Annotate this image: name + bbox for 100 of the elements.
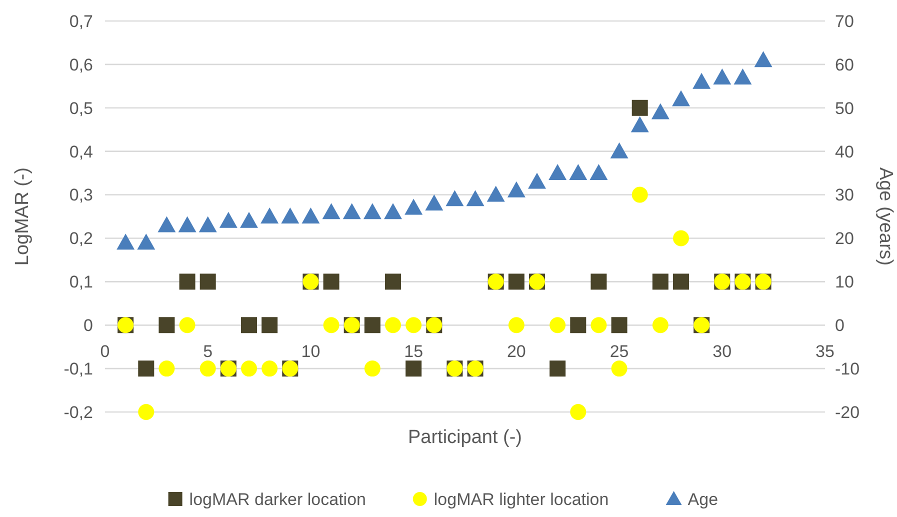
legend-label: logMAR darker location [189,490,366,509]
y-tick-label: 0,7 [69,12,93,31]
point [281,208,300,224]
point [302,208,320,224]
point [138,360,154,377]
y2-tick-label: 50 [835,98,854,118]
point [323,317,340,334]
point [158,216,176,232]
point [260,208,279,224]
point [632,100,648,116]
point [342,203,361,220]
point [673,274,689,290]
point [406,360,422,377]
point [508,317,524,334]
point [158,360,175,377]
point [590,164,608,180]
y-tick-label: 0,3 [69,186,93,205]
point [734,68,752,84]
point [240,212,258,228]
point [241,317,257,334]
x-tick-label: 30 [712,342,732,362]
point [262,360,278,377]
point [364,360,380,377]
point [632,186,648,203]
point [550,317,566,334]
legend-label: logMAR lighter location [434,490,609,509]
y2-tick-label: 10 [835,272,854,292]
point [652,274,668,290]
point [262,317,278,334]
point [384,203,402,220]
y-tick-label: 0,5 [69,98,93,118]
x-tick-label: 10 [301,342,320,362]
point [611,360,628,377]
y2-tick-label: 20 [835,229,854,248]
point [630,116,649,132]
point [548,164,567,180]
y-tick-label: -0,1 [64,360,93,379]
x-tick-label: 25 [610,342,629,362]
y2-tick-label: -10 [835,360,860,379]
point [179,317,196,334]
point [138,404,154,420]
point [692,72,711,89]
y-axis-title: LogMAR (-) [12,167,33,266]
y2-axis-title: Age (years) [875,167,896,266]
point [713,68,732,84]
point [528,172,546,189]
point [425,194,444,210]
y-tick-label: 0 [84,316,93,336]
point [590,317,607,334]
point [569,164,588,180]
point [610,142,628,158]
point [754,51,772,68]
y2-tick-label: -20 [835,402,860,422]
y-tick-label: 0,4 [69,142,93,162]
point [137,234,156,250]
point [406,317,422,334]
y-tick-label: 0,2 [69,229,93,248]
point [363,203,382,220]
point [178,216,196,232]
point [673,230,689,246]
y2-tick-label: 0 [835,316,844,336]
y-tick-label: -0,2 [64,402,93,422]
point [179,274,196,290]
x-tick-label: 5 [203,342,213,362]
point [200,274,216,290]
point [200,360,216,377]
y-tick-label: 0,1 [69,272,93,292]
point [550,360,566,377]
point [508,274,524,290]
point [466,190,484,206]
y2-tick-label: 40 [835,142,854,162]
point [158,317,175,334]
point [611,317,628,334]
y2-tick-label: 60 [835,55,854,74]
point [486,186,505,202]
legend-label: Age [688,490,718,509]
point [507,181,526,198]
point [590,274,607,290]
point [385,274,401,290]
y2-tick-label: 70 [835,12,854,31]
y-tick-label: 0,6 [69,55,93,74]
x-tick-label: 15 [404,342,424,362]
point [385,317,401,334]
point [219,212,238,228]
point [651,103,670,120]
point [198,216,217,232]
point [652,317,668,334]
point [672,90,690,106]
point [322,203,340,220]
point [364,317,380,334]
x-tick-label: 0 [100,342,110,362]
x-axis-title: Participant (-) [408,427,522,448]
point [446,190,464,206]
point [323,274,340,290]
point [570,317,586,334]
point [570,404,586,420]
point [404,198,423,215]
x-tick-label: 35 [816,342,834,362]
point [116,234,135,250]
x-tick-label: 20 [506,342,526,362]
